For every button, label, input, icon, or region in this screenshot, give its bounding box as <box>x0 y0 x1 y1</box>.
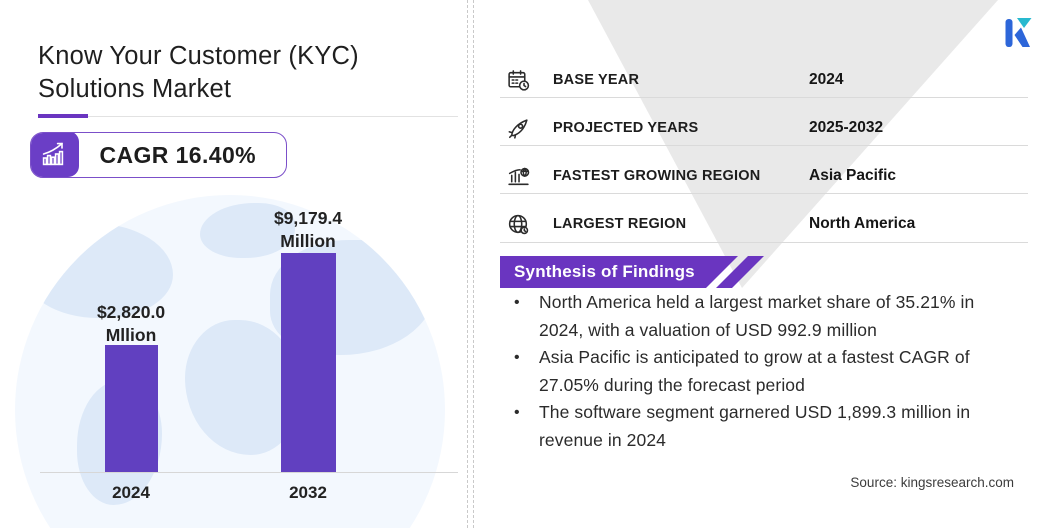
fact-row-fastest-growing-region: FASTEST GROWING REGION Asia Pacific <box>500 152 1028 200</box>
map-blob <box>185 320 300 455</box>
bullet-icon: • <box>514 349 520 366</box>
chart-baseline <box>40 472 458 473</box>
row-divider <box>500 145 1028 146</box>
fact-label: LARGEST REGION <box>553 216 687 232</box>
finding-text: The software segment garnered USD 1,899.… <box>539 402 971 450</box>
fact-value: Asia Pacific <box>809 167 897 184</box>
page-title: Know Your Customer (KYC) Solutions Marke… <box>38 42 359 103</box>
bullet-icon: • <box>514 294 520 311</box>
vertical-dashed-divider <box>473 0 474 528</box>
bar-2024 <box>105 345 158 472</box>
vertical-dashed-divider <box>467 0 468 528</box>
bar-category-2024: 2024 <box>112 483 150 502</box>
findings-banner-shape <box>500 256 764 288</box>
fact-label: BASE YEAR <box>553 72 640 88</box>
row-divider <box>500 97 1028 98</box>
bar-value-2024-unit: Mllion <box>105 325 157 345</box>
bar-value-2032: $9,179.4 Million <box>243 207 373 253</box>
map-blob <box>23 223 173 318</box>
finding-text: Asia Pacific is anticipated to grow at a… <box>539 347 970 395</box>
source-attribution: Source: kingsresearch.com <box>850 475 1014 490</box>
fact-label: FASTEST GROWING REGION <box>553 168 761 184</box>
cagr-badge: CAGR 16.40% <box>30 132 287 178</box>
globe-icon <box>506 212 532 237</box>
world-map-watermark <box>15 195 445 528</box>
findings-heading: Synthesis of Findings <box>514 262 695 281</box>
map-blob <box>200 203 295 258</box>
growth-chart-icon <box>31 133 79 177</box>
growth-region-icon <box>506 164 532 189</box>
fact-row-projected-years: PROJECTED YEARS 2025-2032 <box>500 104 1028 152</box>
finding-item: • Asia Pacific is anticipated to grow at … <box>508 344 1013 399</box>
fact-row-largest-region: LARGEST REGION North America <box>500 200 1028 248</box>
fact-label: PROJECTED YEARS <box>553 120 699 136</box>
bar-2032 <box>281 253 336 472</box>
title-rule-accent <box>38 114 88 118</box>
finding-item: • The software segment garnered USD 1,899… <box>508 399 1013 454</box>
cagr-value: CAGR 16.40% <box>99 141 257 168</box>
bar-value-2032-unit: Million <box>280 231 336 251</box>
fact-value: 2025-2032 <box>809 119 884 136</box>
fact-value: 2024 <box>809 71 844 88</box>
bar-category-2032: 2032 <box>289 483 327 502</box>
row-divider <box>500 242 1028 243</box>
bar-value-2032-amount: $9,179.4 <box>273 208 343 228</box>
kingsresearch-logo <box>1005 18 1032 47</box>
bar-value-2024-amount: $2,820.0 <box>96 302 166 322</box>
finding-text: North America held a largest market shar… <box>539 292 975 340</box>
row-divider <box>500 193 1028 194</box>
fact-row-base-year: BASE YEAR 2024 <box>500 56 1028 104</box>
bar-value-2024: $2,820.0 Mllion <box>66 301 196 347</box>
finding-item: • North America held a largest market sha… <box>508 289 1013 344</box>
rocket-icon <box>506 116 532 141</box>
calendar-clock-icon <box>506 68 532 93</box>
bullet-icon: • <box>514 404 520 421</box>
fact-value: North America <box>809 215 916 232</box>
findings-list: • North America held a largest market sha… <box>508 289 1013 454</box>
title-rule <box>38 116 458 117</box>
